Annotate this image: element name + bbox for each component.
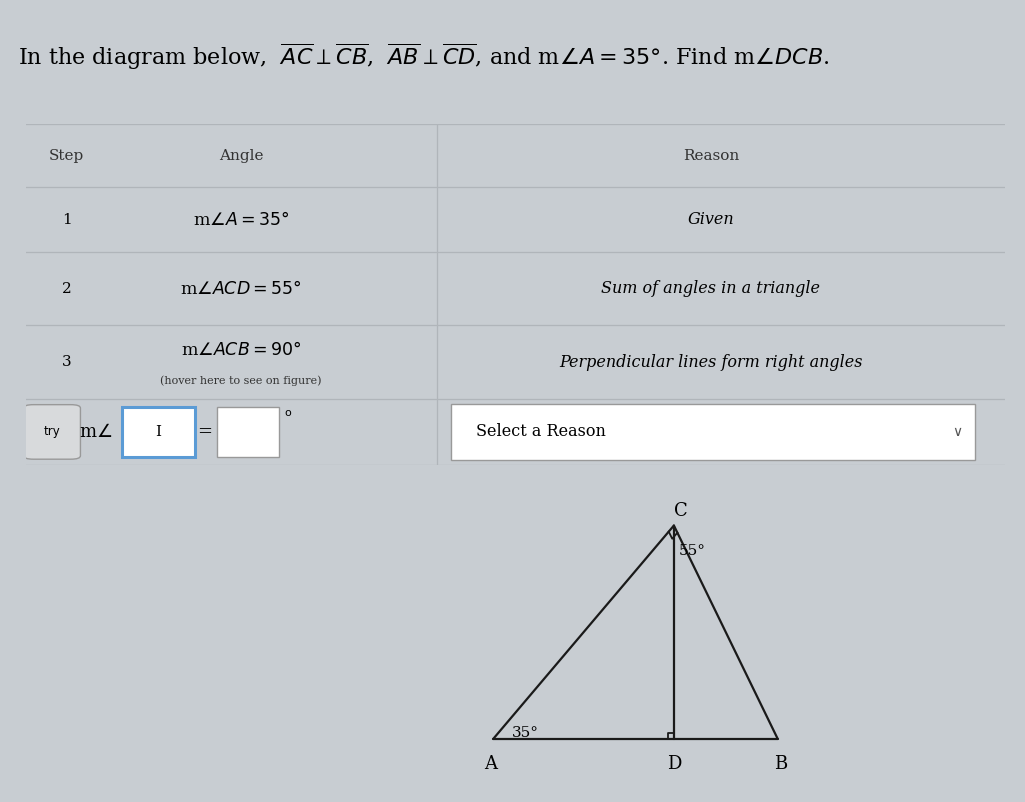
Text: B: B	[774, 755, 787, 773]
Text: m$\angle ACD = 55°$: m$\angle ACD = 55°$	[180, 280, 302, 298]
FancyBboxPatch shape	[24, 405, 80, 460]
Text: (hover here to see on figure): (hover here to see on figure)	[160, 375, 322, 386]
Text: 3: 3	[62, 355, 72, 369]
Text: o: o	[284, 408, 291, 418]
Text: try: try	[44, 425, 60, 439]
Text: 1: 1	[62, 213, 72, 227]
Text: m$\angle ACB = 90°$: m$\angle ACB = 90°$	[180, 341, 301, 359]
Text: =: =	[197, 423, 212, 441]
Text: m$\angle A = 35°$: m$\angle A = 35°$	[193, 211, 289, 229]
Text: Sum of angles in a triangle: Sum of angles in a triangle	[602, 280, 820, 298]
Text: m$\angle$: m$\angle$	[80, 423, 113, 441]
Text: Select a Reason: Select a Reason	[476, 423, 606, 440]
FancyBboxPatch shape	[451, 404, 975, 460]
Text: Perpendicular lines form right angles: Perpendicular lines form right angles	[559, 354, 863, 371]
Text: A: A	[484, 755, 497, 773]
Text: C: C	[674, 502, 688, 520]
FancyBboxPatch shape	[122, 407, 195, 456]
Text: Step: Step	[49, 149, 84, 163]
Text: Given: Given	[688, 211, 734, 229]
Text: ∨: ∨	[952, 425, 962, 439]
Text: D: D	[666, 755, 681, 773]
Text: I: I	[155, 425, 161, 439]
Text: 35°: 35°	[511, 726, 539, 739]
FancyBboxPatch shape	[217, 407, 279, 456]
Text: 55°: 55°	[679, 544, 706, 558]
Text: In the diagram below,  $\overline{AC} \perp \overline{CB}$,  $\overline{AB} \per: In the diagram below, $\overline{AC} \pe…	[18, 41, 830, 71]
Text: Angle: Angle	[218, 149, 263, 163]
Text: 2: 2	[62, 282, 72, 296]
Text: Reason: Reason	[683, 149, 739, 163]
